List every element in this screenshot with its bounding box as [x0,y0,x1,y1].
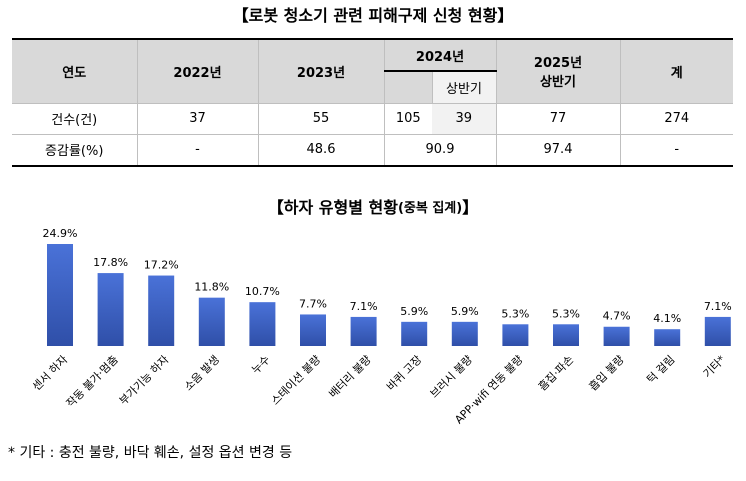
x-tick-label: 부가기능 하자 [116,352,171,407]
cell: - [136,134,259,167]
footnote: * 기타 : 충전 불량, 바닥 훼손, 설정 옵션 변경 등 [8,445,293,461]
x-tick-label: 누수 [249,353,273,377]
bar [654,329,681,346]
value-label: 17.8% [93,256,128,269]
header-cell: 2022년 [136,39,259,104]
x-tick-label: 작동 불가·멈춤 [64,353,121,410]
cell: 274 [619,103,733,135]
cell: 105 [383,103,432,135]
value-label: 10.7% [245,285,280,298]
cell: 48.6 [257,134,385,167]
header-cell: 상반기 [431,70,497,104]
header-cell: 2023년 [257,39,385,104]
bar [401,321,428,346]
bar [502,324,529,346]
cell: 90.9 [383,134,497,167]
x-tick-label: 스테이션 불량 [269,353,324,408]
value-label: 24.9% [43,227,78,240]
bar [148,275,175,346]
cell: 37 [136,103,259,135]
x-tick-label: 턱 걸림 [644,353,677,386]
cell: 39 [432,103,497,135]
chart-title: 【하자 유형별 현황(중복 집계)】 [268,198,478,217]
x-tick-label: 흡입 불량 [586,352,627,393]
title-part: 【하자 유형별 현황 [268,198,398,217]
header-text: 상반기 [540,75,576,91]
bar [451,321,478,346]
x-tick-label: 기타* [701,353,729,381]
cell: 97.4 [495,134,621,167]
bar [249,302,276,346]
cell: 55 [257,103,385,135]
x-tick-label: 소음 발생 [182,353,222,393]
value-label: 4.1% [653,312,681,325]
header-cell: 연도 [12,39,138,104]
header-cell: 2024년 [383,39,497,71]
value-label: 7.1% [704,300,732,313]
cell: 77 [495,103,621,135]
bar [198,297,225,346]
value-label: 5.9% [400,305,428,318]
title-part: 】 [462,198,478,217]
value-label: 17.2% [144,259,179,272]
value-label: 11.8% [194,281,229,294]
bar [47,244,73,346]
header-text: 2025년 [533,56,583,72]
chart: 【하자 유형별 현황(중복 집계)】 24.9% 센서 하자 17.8% 작동 불가·… [29,198,732,427]
x-tick-label: 흠집·파손 [535,352,576,393]
x-tick-label: 브러시 불량 [428,353,475,400]
bar [350,316,377,346]
title-part: (중복 집계) [398,201,462,216]
value-label: 5.3% [501,307,529,320]
bar [704,316,731,346]
bar [603,326,630,346]
row-label: 건수(건) [12,103,138,135]
bar [97,273,124,346]
bar [300,314,326,346]
header-cell: 계 [619,39,733,104]
value-label: 7.1% [350,300,378,313]
x-tick-label: 바퀴 고장 [384,353,424,393]
x-tick-label: 센서 하자 [29,352,70,393]
row-label: 증감률(%) [12,134,138,167]
value-label: 4.7% [603,310,631,323]
value-label: 5.3% [552,307,580,320]
cell: - [619,134,733,167]
table-title: 【로봇 청소기 관련 피해구제 신청 현황】 [232,6,514,25]
x-tick-label: 배터리 불량 [326,353,373,400]
bar [553,324,579,346]
value-label: 5.9% [451,305,479,318]
value-label: 7.7% [299,297,327,310]
